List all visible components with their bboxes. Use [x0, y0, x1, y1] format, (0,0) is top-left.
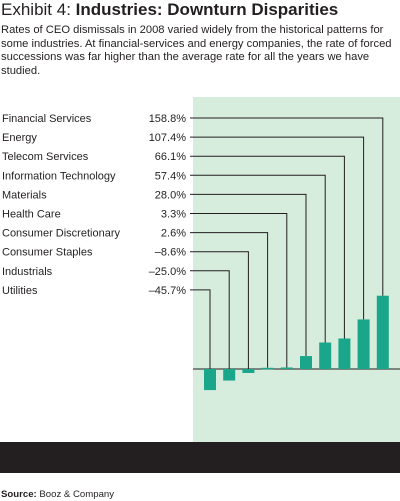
leader-line-materials [190, 193, 307, 357]
source-text: Booz & Company [36, 489, 115, 500]
bar-energy [357, 319, 370, 369]
bar-health-care [280, 367, 293, 369]
bar-materials [300, 356, 312, 369]
bar-utilities [204, 369, 216, 391]
leader-line-financial-services [190, 117, 384, 296]
bar-industrials [223, 369, 236, 381]
leader-line-consumer-staples [190, 251, 249, 369]
category-label-energy: Energy [2, 132, 37, 144]
leader-line-utilities [190, 289, 211, 369]
category-label-materials: Materials [2, 189, 47, 201]
leader-line-consumer-discretionary [190, 232, 269, 368]
value-label-consumer-staples: –8.6% [155, 247, 186, 259]
leader-line-health-care [190, 213, 288, 368]
exhibit-title: Industries: Downturn Disparities [75, 0, 339, 19]
category-label-health-care: Health Care [2, 209, 61, 221]
chart-description: Rates of CEO dismissals in 2008 varied w… [1, 24, 392, 77]
footer-bar [0, 442, 400, 473]
source-note: Source: Booz & Company [1, 489, 114, 500]
leader-line-industrials [190, 270, 230, 369]
value-label-utilities: –45.7% [149, 285, 187, 297]
source-label: Source: [1, 489, 37, 500]
exhibit-label: Exhibit 4: [1, 0, 76, 19]
category-label-telecom-services: Telecom Services [2, 151, 89, 163]
value-label-information-technology: 57.4% [155, 170, 186, 182]
chart-background-panel [193, 97, 400, 442]
bar-information-technology [319, 342, 332, 369]
value-label-energy: 107.4% [149, 132, 187, 144]
category-label-consumer-discretionary: Consumer Discretionary [2, 228, 120, 240]
bar-financial-services [376, 295, 389, 369]
value-label-consumer-discretionary: 2.6% [161, 228, 186, 240]
value-label-telecom-services: 66.1% [155, 151, 186, 163]
leader-line-information-technology [190, 174, 326, 343]
leader-line-telecom-services [190, 155, 345, 339]
category-label-industrials: Industrials [2, 266, 53, 278]
category-label-information-technology: Information Technology [2, 170, 116, 182]
category-label-consumer-staples: Consumer Staples [2, 247, 93, 259]
value-label-materials: 28.0% [155, 189, 186, 201]
value-label-health-care: 3.3% [161, 209, 186, 221]
bar-telecom-services [338, 338, 351, 369]
value-label-financial-services: 158.8% [149, 113, 187, 125]
leader-line-energy [190, 136, 365, 320]
bar-consumer-staples [242, 369, 255, 373]
chart-title: Exhibit 4: Industries: Downturn Disparit… [1, 0, 399, 20]
category-label-utilities: Utilities [2, 285, 38, 297]
value-label-industrials: –25.0% [149, 266, 187, 278]
category-label-financial-services: Financial Services [2, 113, 92, 125]
bar-consumer-discretionary [261, 367, 274, 370]
